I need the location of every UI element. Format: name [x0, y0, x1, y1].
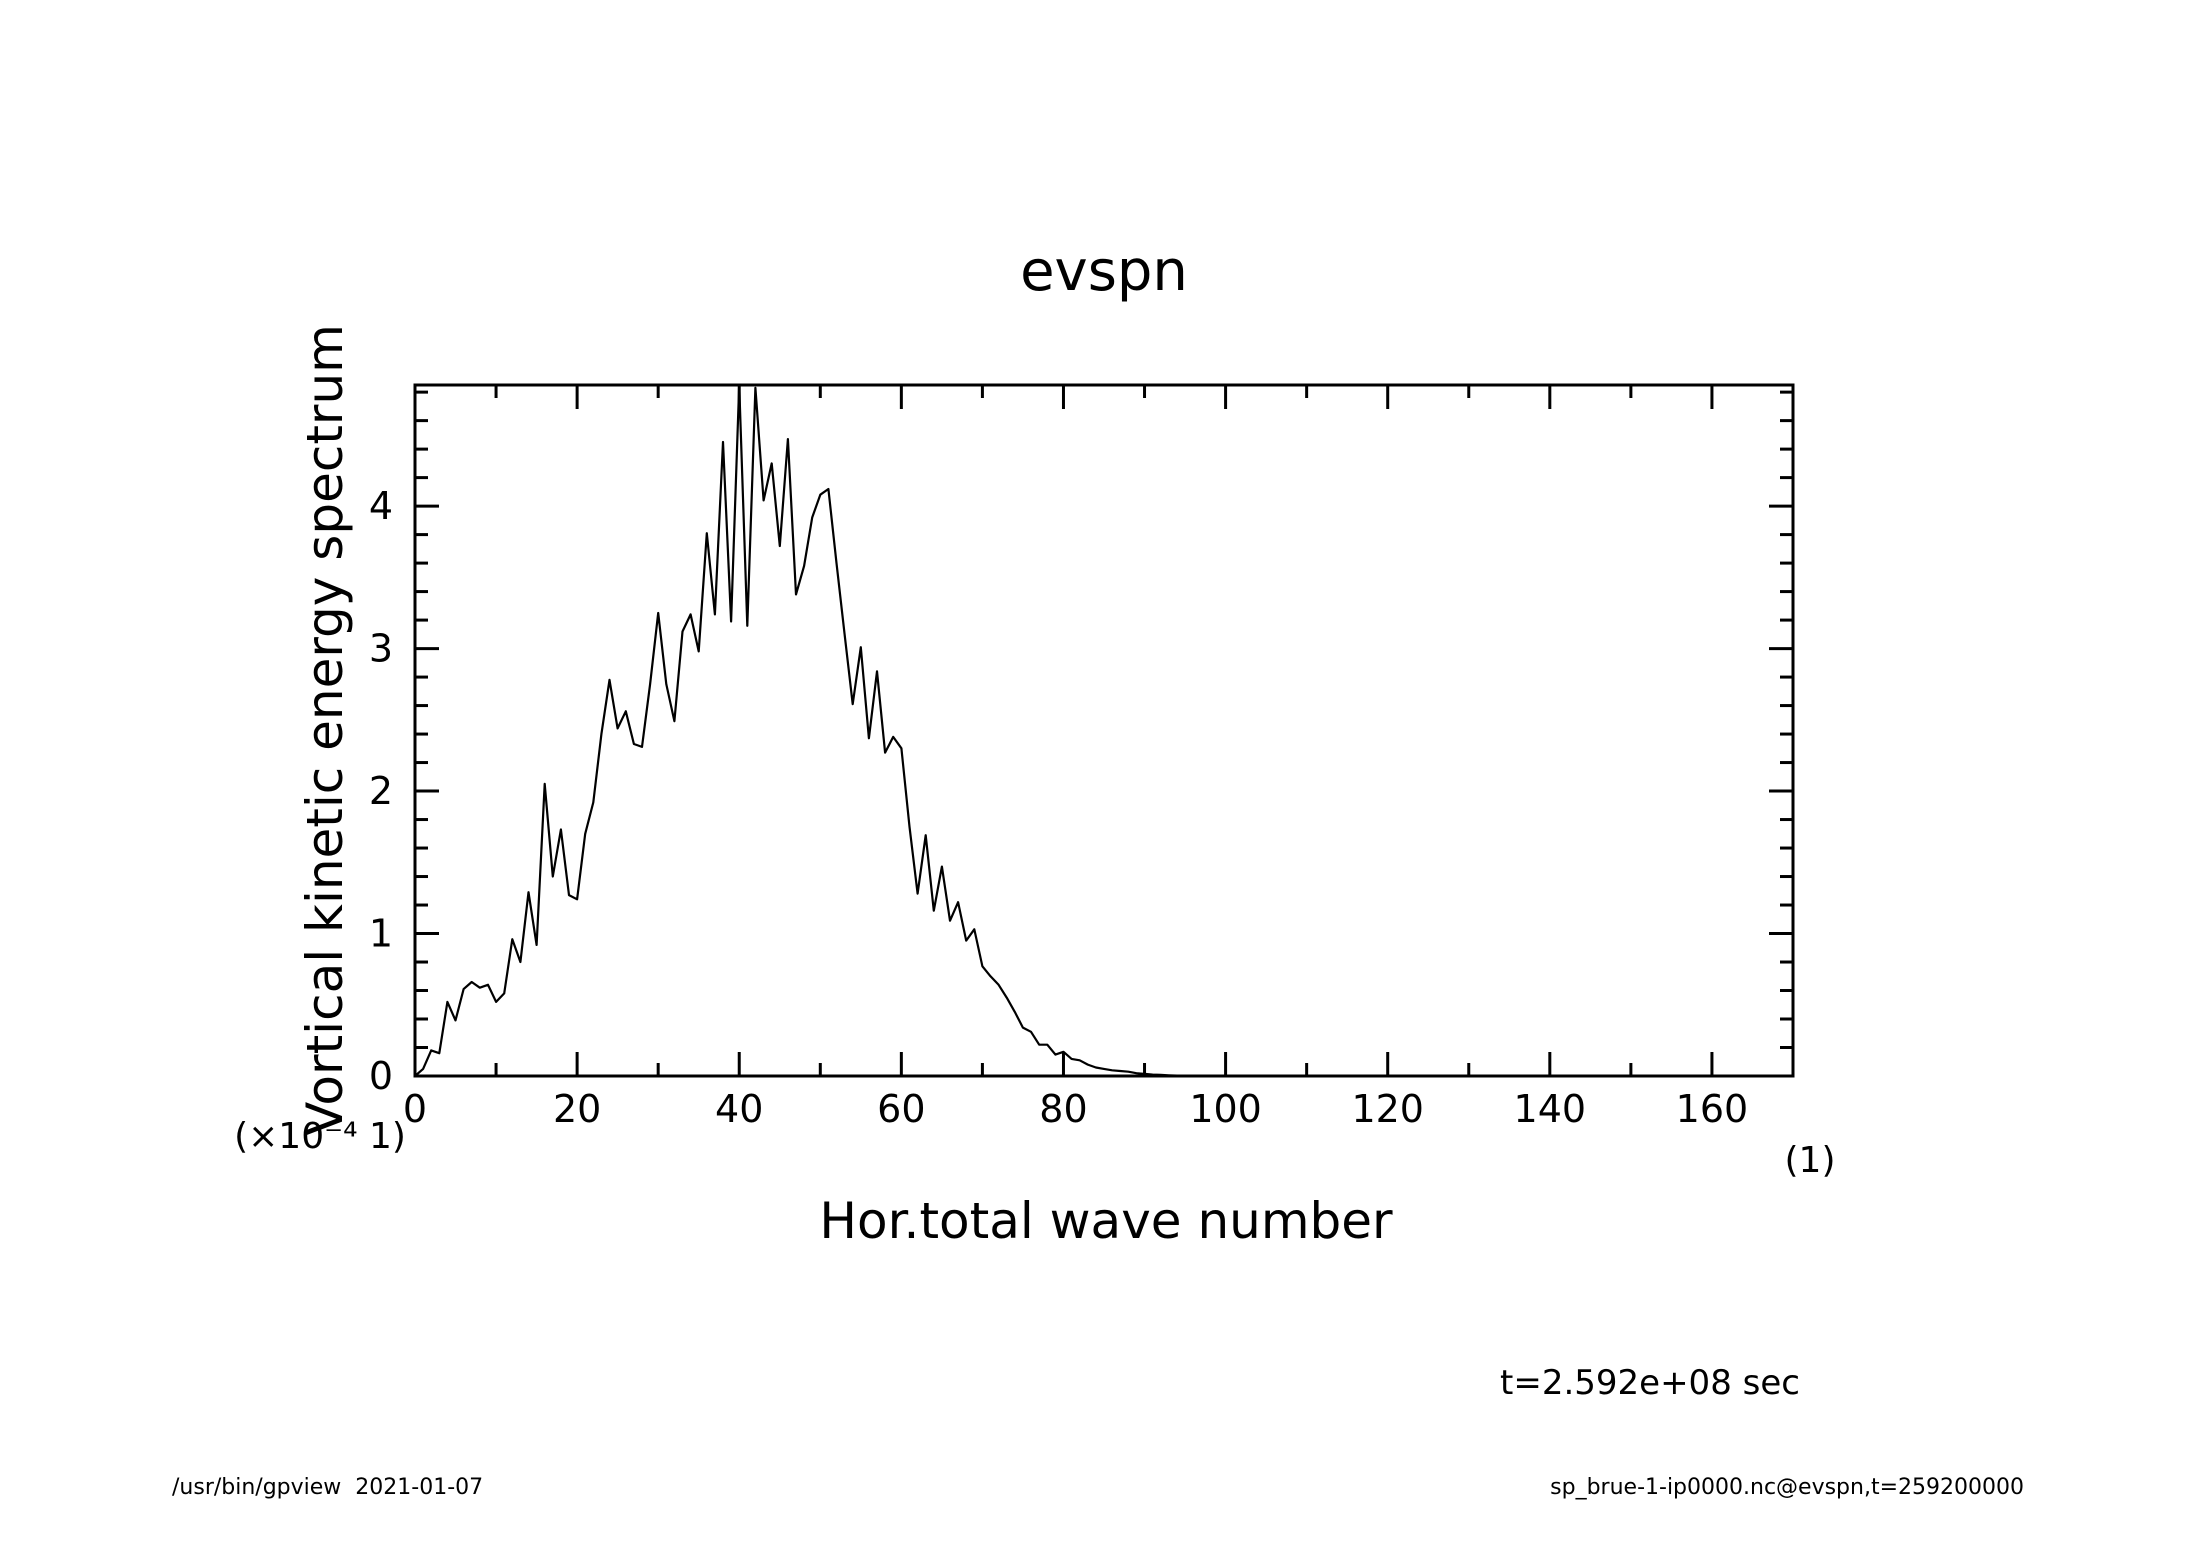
x-unit-label: (1) — [1785, 1140, 1836, 1181]
footer-right: sp_brue-1-ip0000.nc@evspn,t=259200000 — [1550, 1475, 2024, 1500]
x-tick-label: 100 — [1189, 1087, 1262, 1131]
x-axis-label: Hor.total wave number — [819, 1192, 1393, 1250]
y-tick-label: 0 — [369, 1054, 393, 1098]
footer-left: /usr/bin/gpview 2021-01-07 — [172, 1475, 483, 1500]
x-tick-label: 0 — [403, 1087, 427, 1131]
x-tick-label: 160 — [1676, 1087, 1749, 1131]
y-tick-label: 2 — [369, 769, 393, 813]
plot-frame — [413, 383, 1795, 1078]
y-axis-label: Vortical kinetic energy spectrum — [296, 324, 354, 1136]
x-tick-label: 140 — [1514, 1087, 1587, 1131]
chart-title: evspn — [1020, 239, 1188, 304]
x-tick-label: 40 — [715, 1087, 763, 1131]
time-annotation: t=2.592e+08 sec — [1500, 1363, 1800, 1403]
x-tick-label: 20 — [553, 1087, 601, 1131]
axis-ticks — [413, 385, 1795, 1078]
x-tick-label: 80 — [1039, 1087, 1087, 1131]
y-tick-label: 4 — [369, 484, 393, 528]
series-line — [414, 383, 1793, 1078]
x-tick-label: 60 — [877, 1087, 925, 1131]
y-unit-label: (×10⁻⁴ 1) — [234, 1116, 406, 1157]
y-tick-labels: 0 1 2 3 4 — [369, 484, 393, 1098]
y-tick-label: 3 — [369, 627, 393, 671]
y-tick-label: 1 — [369, 912, 393, 956]
x-tick-labels: 0 20 40 60 80 100 120 140 160 — [403, 1087, 1748, 1131]
x-tick-label: 120 — [1351, 1087, 1424, 1131]
